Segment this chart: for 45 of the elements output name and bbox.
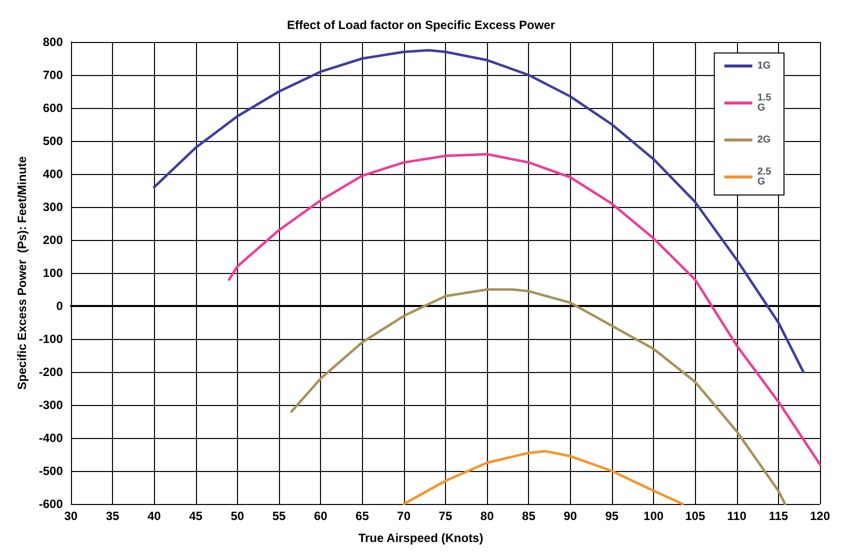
y-tick-label: 300 [42,200,64,214]
line-series [290,288,786,506]
y-tick-label: -500 [38,464,64,478]
x-tick-label: 120 [810,509,830,523]
x-tick-label: 55 [272,509,286,523]
x-tick-label: 90 [564,509,578,523]
x-tick-label: 35 [106,509,120,523]
y-tick-label: 600 [42,101,64,115]
legend-label: 1.5 G [757,92,774,114]
x-tick-label: 80 [480,509,494,523]
x-tick-label: 65 [356,509,370,523]
y-tick-label: 800 [42,35,64,49]
line-series [152,49,805,374]
y-tick-label: 100 [42,266,64,280]
chart-title: Effect of Load factor on Specific Excess Power [286,18,556,32]
x-tick-label: 50 [230,509,244,523]
y-tick-label: -100 [38,332,64,346]
y-tick-label: -200 [38,365,64,379]
x-tick-label: 60 [314,509,328,523]
y-tick-label: 500 [42,134,64,148]
x-tick-label: 45 [189,509,203,523]
y-axis-title: Specific Excess Power (Ps): Feet/Minute [15,156,29,390]
y-tick-label: -600 [38,497,64,511]
legend-label: 2G [757,134,771,146]
x-axis-title: True Airspeed (Knots) [358,531,484,545]
line-series [402,450,684,506]
x-tick-label: 100 [644,509,664,523]
x-tick-label: 115 [768,509,788,523]
y-tick-label: 700 [42,68,64,82]
y-tick-label: -300 [38,398,64,412]
y-tick-label: 200 [42,233,64,247]
x-tick-label: 75 [438,509,452,523]
legend-label: 1G [757,60,771,72]
x-tick-label: 30 [64,509,78,523]
y-tick-label: 0 [56,299,64,313]
x-tick-label: 110 [727,509,747,523]
x-tick-label: 85 [522,509,536,523]
x-tick-label: 70 [397,509,411,523]
y-tick-label: 400 [42,167,64,181]
y-tick-label: -400 [38,431,64,445]
x-tick-label: 105 [685,509,706,523]
x-tick-label: 40 [147,509,162,523]
x-tick-label: 95 [605,509,619,523]
line-series [228,152,822,466]
legend-label: 2.5 G [757,166,774,188]
